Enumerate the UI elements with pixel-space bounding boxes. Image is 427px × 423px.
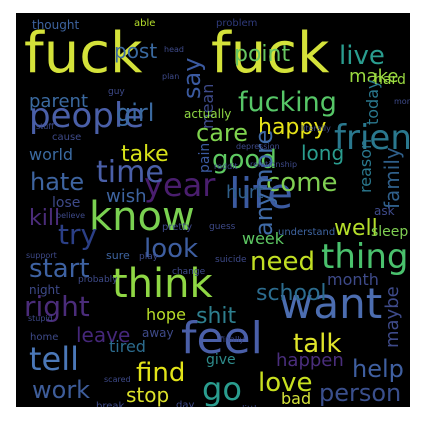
word-kill: kill	[29, 206, 61, 231]
word-know: know	[89, 194, 195, 240]
word-post: post	[114, 39, 158, 63]
word-relationship: relationship	[250, 160, 298, 169]
word-reddit: reddit	[214, 162, 238, 171]
word-go: go	[202, 370, 242, 407]
word-happen: happen	[276, 350, 344, 371]
word-cloud-image: fuck fuck people fucking year life know …	[16, 13, 410, 407]
word-week: week	[242, 229, 285, 248]
word-fuck-1: fuck	[24, 21, 143, 86]
word-parent: parent	[29, 91, 89, 112]
word-ask: ask	[374, 204, 395, 218]
word-love: love	[258, 368, 313, 398]
word-find: find	[136, 358, 186, 388]
word-try: try	[58, 218, 98, 251]
word-girl: girl	[116, 99, 155, 127]
word-hate: hate	[30, 168, 85, 196]
word-thought: thought	[32, 18, 80, 32]
word-hard: hard	[374, 72, 406, 88]
word-fuck-2: fuck	[211, 21, 330, 86]
word-sleep: sleep	[371, 224, 409, 240]
word-pretty: pretty	[162, 222, 193, 233]
word-time: time	[96, 155, 164, 190]
word-hurt: hurt	[226, 182, 264, 203]
word-money: money	[394, 97, 410, 106]
word-family: family	[380, 147, 404, 209]
word-take: take	[121, 142, 169, 167]
word-people: people	[29, 96, 145, 136]
word-need: need	[250, 247, 315, 277]
word-depression: depression	[236, 142, 280, 151]
word-lose: lose	[52, 195, 81, 211]
word-sure: sure	[106, 249, 130, 262]
word-person: person	[319, 379, 402, 407]
word-plan: plan	[162, 72, 180, 81]
word-understand: understand	[278, 227, 336, 238]
word-think: think	[112, 261, 213, 307]
word-cause: cause	[52, 132, 82, 143]
word-month: month	[327, 270, 379, 289]
word-stupid: stupid	[28, 314, 53, 323]
word-pain: pain	[197, 142, 213, 173]
word-world: world	[29, 145, 74, 164]
word-year: year	[144, 166, 216, 204]
word-leave: leave	[76, 323, 131, 347]
word-reason: reason	[356, 138, 375, 193]
word-friend: friend	[334, 118, 410, 158]
word-stop: stop	[126, 383, 170, 407]
word-start: start	[29, 254, 90, 284]
word-maybe: maybe	[382, 286, 403, 348]
word-wish: wish	[106, 186, 147, 207]
word-believe: believe	[56, 211, 86, 220]
word-home: home	[30, 332, 59, 343]
word-thing: thing	[321, 237, 409, 277]
word-scared: scared	[104, 375, 131, 384]
word-feel: feel	[181, 313, 263, 364]
word-hope: hope	[146, 305, 186, 324]
word-care: care	[196, 119, 249, 147]
word-make: make	[349, 66, 399, 87]
word-night: night	[29, 283, 60, 297]
word-talk: talk	[293, 329, 342, 359]
word-give: give	[206, 352, 236, 368]
word-finally: finally	[220, 335, 245, 344]
word-play: play	[139, 252, 159, 262]
word-away: away	[142, 326, 174, 340]
word-life: life	[229, 169, 293, 218]
word-help: help	[352, 355, 404, 383]
word-live: live	[339, 41, 385, 71]
word-come: come	[266, 168, 338, 198]
word-school: school	[256, 281, 327, 306]
word-head: head	[164, 45, 184, 54]
word-able: able	[134, 18, 156, 29]
word-probably: probably	[78, 275, 118, 285]
word-well: well	[334, 216, 378, 241]
word-tell: tell	[29, 340, 80, 378]
word-tired: tired	[109, 337, 146, 356]
word-actually: actually	[184, 107, 232, 121]
word-work: work	[32, 376, 91, 404]
word-day: day	[176, 400, 195, 408]
word-long: long	[301, 141, 345, 165]
word-guess: guess	[209, 222, 236, 232]
word-want: want	[279, 279, 383, 328]
word-bad: bad	[281, 389, 312, 407]
word-right: right	[24, 290, 90, 323]
word-look: look	[144, 234, 199, 264]
word-stuff: stuff	[36, 122, 54, 131]
word-break: break	[96, 401, 125, 408]
word-change: change	[172, 267, 206, 277]
word-guy: guy	[108, 87, 125, 97]
word-shit: shit	[196, 304, 237, 329]
word-suicide: suicide	[215, 255, 247, 265]
word-support: support	[26, 251, 57, 260]
word-literally: literally	[301, 124, 331, 133]
word-good: good	[212, 145, 277, 175]
word-problem: problem	[216, 18, 258, 29]
word-little: little	[242, 406, 262, 408]
word-fucking: fucking	[238, 87, 337, 118]
word-point: point	[234, 42, 291, 67]
word-happy: happy	[258, 115, 327, 140]
